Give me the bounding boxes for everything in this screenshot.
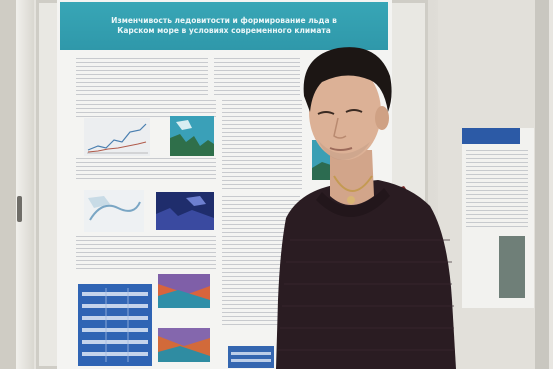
pendant (347, 196, 355, 204)
poster-line-chart (84, 118, 150, 156)
poster-data-table (78, 284, 152, 366)
stubble (318, 140, 370, 160)
poster-text-block (76, 236, 216, 272)
poster-dark-map (156, 192, 214, 230)
collar (316, 188, 390, 218)
hair (303, 47, 392, 112)
wall-left (0, 0, 16, 369)
poster-text-block (76, 58, 208, 98)
poster-map-figure (84, 190, 144, 232)
mouth (329, 147, 353, 151)
poster-sea-ice-map (170, 116, 214, 156)
poster-color-map-2 (158, 328, 210, 362)
right-poster-text (466, 150, 528, 230)
poster-title-line-1: Изменчивость ледовитости и формирование … (111, 16, 337, 25)
poster-text-block (76, 100, 216, 118)
poster-text-block (76, 158, 216, 180)
poster-title-line-2: Карском море в условиях современного кли… (117, 26, 331, 35)
face (309, 64, 381, 160)
poster-blue-table-bottom (228, 346, 274, 368)
nose (333, 117, 347, 139)
poster-text-block (214, 58, 300, 98)
eye-left (317, 111, 335, 115)
sweater (276, 180, 456, 369)
poster-text-block (222, 100, 302, 190)
right-poster-figure (499, 236, 525, 298)
right-poster-header (462, 128, 520, 144)
eye-right (345, 109, 363, 113)
necklace (333, 175, 373, 192)
door-edge (16, 0, 34, 369)
poster-header (60, 2, 388, 50)
poster-title: Изменчивость ледовитости и формирование … (66, 16, 382, 36)
door-handle (17, 196, 22, 222)
ear (375, 106, 389, 130)
poster-color-map-1 (158, 274, 210, 308)
neck (330, 150, 374, 205)
wall-edge-right (535, 0, 549, 369)
